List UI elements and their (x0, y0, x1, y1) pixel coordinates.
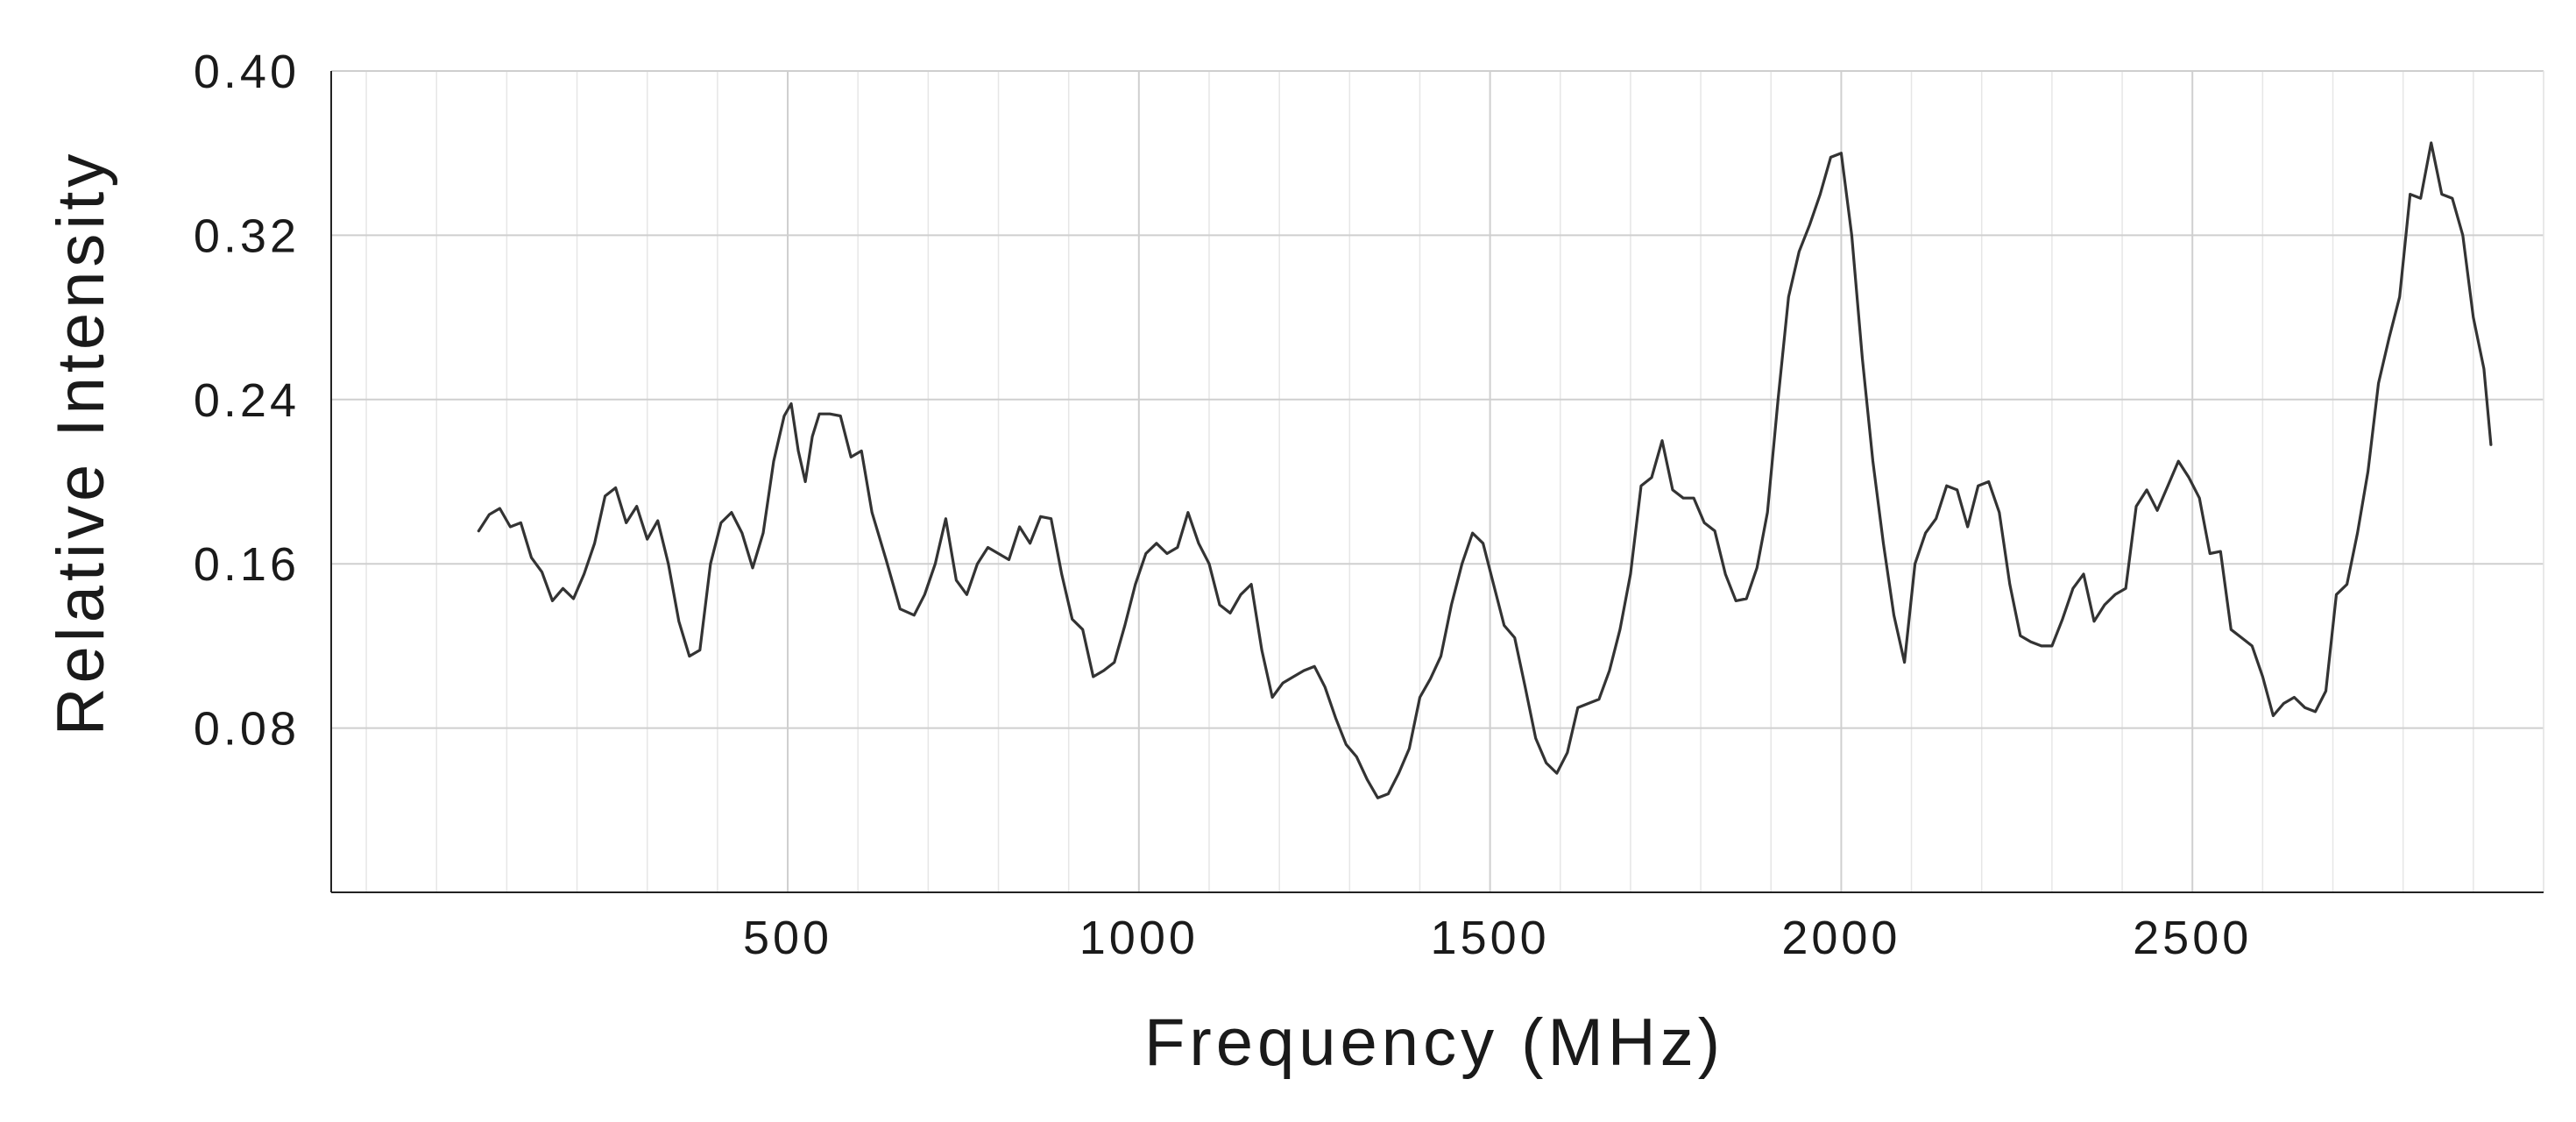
y-tick-label: 0.24 (194, 374, 300, 427)
minor-gridlines (365, 71, 2544, 892)
y-tick-label: 0.32 (194, 209, 300, 262)
x-axis-title: Frequency (MHz) (1144, 1005, 1724, 1080)
x-tick-label: 1000 (1079, 912, 1199, 964)
major-gridlines (331, 70, 2544, 892)
x-tick-label: 500 (743, 912, 832, 964)
x-tick-label: 1500 (1431, 912, 1550, 964)
x-axis-ticks: 500 1000 1500 2000 2500 (743, 912, 2252, 964)
axes (330, 71, 2544, 893)
y-axis-title: Relative Intensity (44, 150, 118, 736)
x-tick-label: 2500 (2133, 912, 2252, 964)
y-tick-label: 0.16 (194, 538, 300, 591)
y-axis-ticks: 0.08 0.16 0.24 0.32 0.40 (194, 46, 300, 756)
series-line-relative-intensity (477, 141, 2493, 799)
y-tick-label: 0.08 (194, 703, 300, 756)
y-tick-label: 0.40 (194, 46, 300, 98)
x-tick-label: 2000 (1781, 912, 1900, 964)
plot-area (477, 141, 2493, 799)
